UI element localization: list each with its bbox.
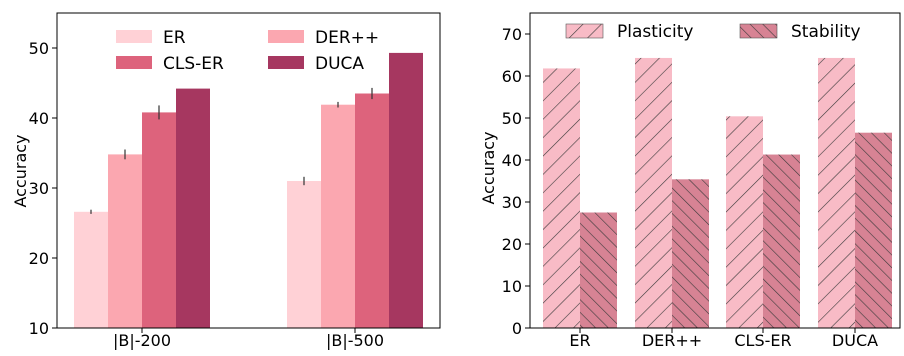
left-legend-swatch <box>116 30 152 43</box>
left-bar <box>287 181 321 328</box>
right-bar-hatch <box>635 57 672 328</box>
right-plot-frame <box>529 12 901 329</box>
left-y-tick-label: 10 <box>29 319 49 338</box>
right-y-tick-label: 30 <box>502 193 522 212</box>
right-y-tick-label: 50 <box>502 109 522 128</box>
left-plot-frame <box>56 12 441 329</box>
left-y-tick-label: 30 <box>29 179 49 198</box>
left-y-tick-label: 40 <box>29 109 49 128</box>
right-y-ticks: 0 10 20 30 40 50 60 70 <box>502 25 530 338</box>
left-y-ticks: 10 20 30 40 50 <box>29 39 57 338</box>
left-error-bars <box>90 87 373 214</box>
right-y-tick-label: 20 <box>502 235 522 254</box>
left-bar <box>74 211 108 328</box>
right-x-ticks: ER DER++ CLS-ER DUCA <box>569 328 878 350</box>
left-x-tick-label: |B|-200 <box>113 331 171 350</box>
right-bar-hatch <box>763 154 800 328</box>
left-bar <box>321 104 355 328</box>
right-x-tick-label: DUCA <box>832 331 878 350</box>
left-legend-swatch <box>116 56 152 69</box>
left-x-ticks: |B|-200 |B|-500 <box>113 328 384 350</box>
right-bar-hatch <box>818 57 855 328</box>
left-x-tick-label: |B|-500 <box>326 331 384 350</box>
left-bars <box>74 52 423 329</box>
right-legend: Plasticity Stability <box>565 22 861 42</box>
left-legend-label: DUCA <box>315 54 364 74</box>
right-y-axis-label: Accuracy <box>479 131 498 204</box>
right-y-tick-label: 0 <box>512 319 522 338</box>
left-legend-label: ER <box>163 28 186 48</box>
left-y-axis-label: Accuracy <box>11 134 30 207</box>
left-legend-label: CLS-ER <box>163 54 224 74</box>
left-bar <box>108 154 142 328</box>
right-x-tick-label: ER <box>569 331 590 350</box>
right-legend-label: Plasticity <box>617 22 693 42</box>
left-bar <box>142 112 176 329</box>
left-bar <box>176 88 210 328</box>
right-x-tick-label: CLS-ER <box>734 331 791 350</box>
left-legend-swatch <box>268 56 304 69</box>
right-bar-hatch <box>672 179 709 328</box>
left-bar <box>389 52 423 329</box>
right-bar-hatch <box>580 212 617 328</box>
right-legend-swatch-hatch <box>566 24 603 38</box>
right-bar-hatch <box>543 68 580 328</box>
left-y-tick-label: 50 <box>29 39 49 58</box>
left-chart: 10 20 30 40 50 |B|-200 |B|-500 Accuracy ER DER… <box>11 12 441 350</box>
right-chart: 0 10 20 30 40 50 60 70 ER DER++ CLS-ER DUCA Accura… <box>479 12 901 350</box>
right-y-tick-label: 60 <box>502 67 522 86</box>
right-bar-hatch <box>726 116 763 328</box>
left-legend-label: DER++ <box>315 28 379 48</box>
left-legend: ER DER++ CLS-ER DUCA <box>116 28 379 74</box>
right-y-tick-label: 10 <box>502 277 522 296</box>
right-x-tick-label: DER++ <box>642 331 702 350</box>
right-bar-hatch <box>855 132 892 328</box>
right-y-tick-label: 70 <box>502 25 522 44</box>
right-y-tick-label: 40 <box>502 151 522 170</box>
left-y-tick-label: 20 <box>29 249 49 268</box>
right-legend-label: Stability <box>791 22 861 42</box>
right-legend-swatch-hatch <box>740 24 777 38</box>
left-legend-swatch <box>268 30 304 43</box>
right-bars <box>543 57 892 328</box>
left-bar <box>355 93 389 328</box>
